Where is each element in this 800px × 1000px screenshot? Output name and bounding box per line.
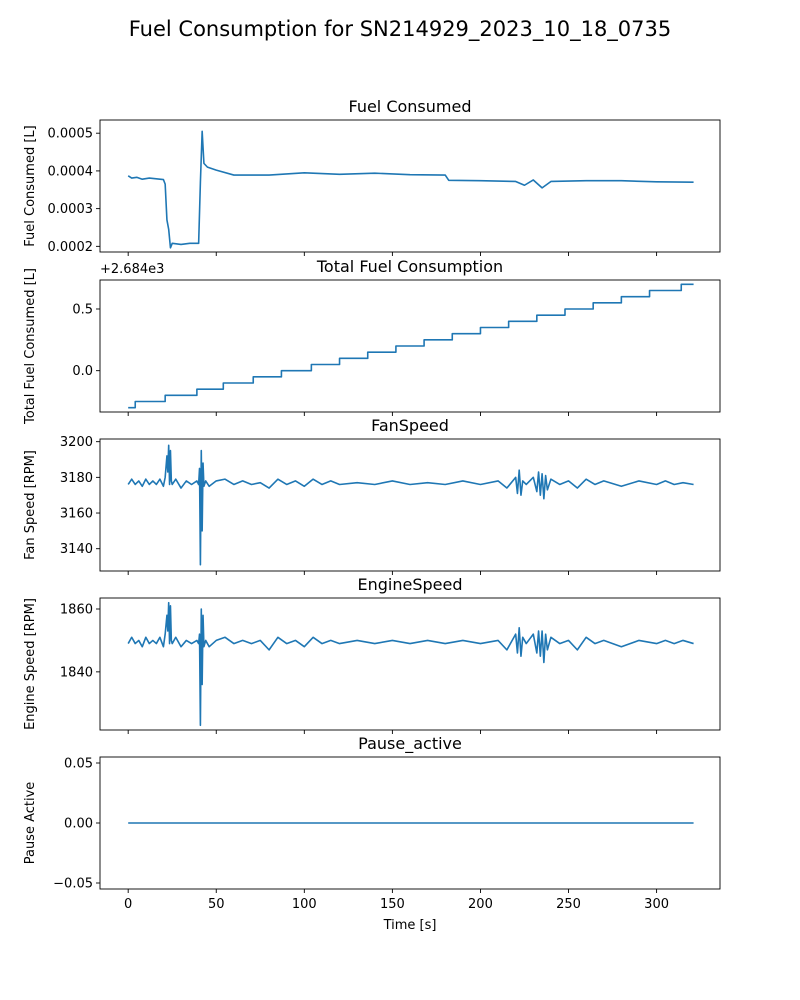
x-tick-label: 100 — [292, 897, 317, 912]
x-tick-label: 50 — [208, 897, 225, 912]
subplot-2: Total Fuel Consumption Total Fuel Consume… — [23, 257, 721, 425]
y-tick-label: 0.00 — [64, 817, 93, 832]
series-line — [127, 601, 694, 727]
axes-frame — [99, 597, 721, 731]
subplot-3: FanSpeed Fan Speed [RPM] 3140 3160 3180 3200 — [23, 416, 721, 575]
x-tick-label: 0 — [124, 897, 132, 912]
subplot-title: EngineSpeed — [358, 575, 463, 594]
y-tick-label: −0.05 — [53, 877, 93, 892]
x-tick-label: 150 — [380, 897, 405, 912]
subplot-4: EngineSpeed Engine Speed [RPM] 1840 1860 — [23, 575, 721, 734]
y-tick-label: 0.0 — [72, 364, 93, 379]
subplot-5: Pause_active Pause Active −0.05 0.00 0.05 0 50… — [23, 734, 721, 912]
y-tick-label: 3140 — [60, 542, 93, 557]
y-tick-label: 1860 — [60, 603, 93, 618]
x-tick-label: 250 — [556, 897, 581, 912]
y-axis-label: Fan Speed [RPM] — [23, 450, 38, 560]
y-axis-label: Fuel Consumed [L] — [23, 125, 38, 246]
x-tick-label: 200 — [468, 897, 493, 912]
subplot-title: FanSpeed — [371, 416, 449, 435]
y-tick-label: 3180 — [60, 471, 93, 486]
y-axis-label: Total Fuel Consumed [L] — [23, 268, 38, 425]
x-tick-label: 300 — [644, 897, 669, 912]
y-tick-label: 0.5 — [72, 302, 93, 317]
axes-frame — [99, 438, 721, 572]
axes-frame — [99, 119, 721, 253]
subplot-title: Fuel Consumed — [348, 97, 471, 116]
axis-offset-text: +2.684e3 — [100, 262, 164, 277]
x-axis-label: Time [s] — [383, 918, 437, 933]
subplot-title: Total Fuel Consumption — [316, 257, 503, 276]
subplot-1: Fuel Consumed Fuel Consumed [L] 0.0002 0.00… — [23, 97, 721, 256]
y-tick-label: 3160 — [60, 507, 93, 522]
y-axis-label: Pause Active — [23, 782, 38, 865]
y-tick-label: 0.0002 — [48, 240, 94, 255]
y-tick-label: 0.0004 — [48, 164, 94, 179]
y-tick-label: 0.0005 — [48, 127, 94, 142]
y-axis-label: Engine Speed [RPM] — [23, 598, 38, 730]
y-tick-label: 0.05 — [64, 757, 93, 772]
subplot-title: Pause_active — [358, 734, 462, 754]
series-line — [127, 130, 694, 249]
y-tick-label: 1840 — [60, 665, 93, 680]
axes-frame — [99, 279, 721, 413]
series-line — [128, 283, 694, 409]
figure-suptitle: Fuel Consumption for SN214929_2023_10_18… — [129, 17, 672, 42]
y-tick-label: 0.0003 — [48, 202, 94, 217]
series-line — [127, 444, 694, 566]
y-tick-label: 3200 — [60, 435, 93, 450]
axes-frame — [99, 756, 721, 890]
